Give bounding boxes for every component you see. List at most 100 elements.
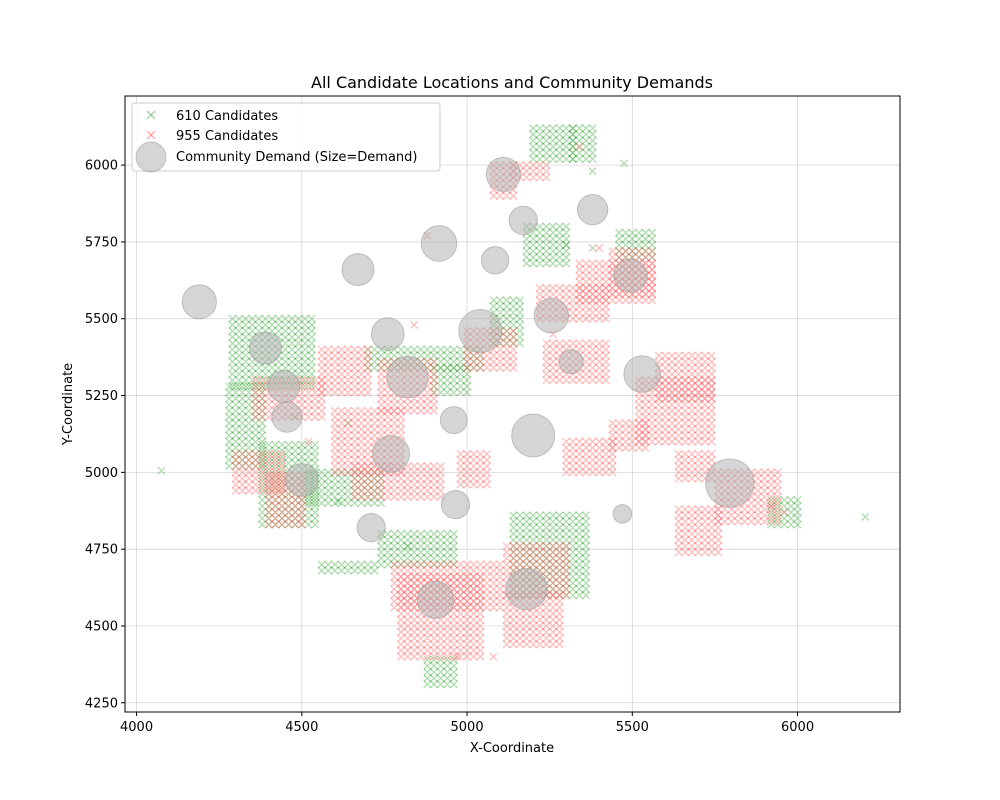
candidate-610-point bbox=[562, 136, 571, 145]
candidate-955-point bbox=[496, 357, 505, 366]
candidate-955-point bbox=[581, 302, 591, 311]
candidate-955-point bbox=[396, 572, 406, 581]
candidate-955-point bbox=[476, 468, 485, 477]
candidate-955-point bbox=[608, 283, 617, 293]
candidate-955-point bbox=[258, 468, 267, 477]
candidate-955-point bbox=[535, 609, 544, 618]
candidate-610-point bbox=[535, 136, 544, 145]
candidate-610-point bbox=[568, 517, 577, 526]
candidate-955-point bbox=[694, 523, 703, 532]
candidate-955-point bbox=[555, 283, 564, 293]
candidate-955-point bbox=[641, 437, 650, 446]
candidate-955-point bbox=[436, 474, 445, 483]
candidate-955-point bbox=[330, 357, 339, 366]
candidate-610-point bbox=[588, 124, 597, 133]
candidate-955-point bbox=[423, 560, 432, 569]
candidate-955-point bbox=[707, 382, 716, 391]
candidate-955-point bbox=[595, 265, 604, 274]
candidate-610-point bbox=[403, 560, 412, 569]
candidate-610-point bbox=[449, 363, 458, 372]
candidate-955-point bbox=[377, 357, 386, 366]
candidate-955-point bbox=[694, 412, 703, 422]
candidate-955-point bbox=[258, 382, 267, 391]
candidate-955-point bbox=[595, 339, 604, 348]
candidate-610-point bbox=[542, 259, 551, 268]
candidate-955-point bbox=[522, 560, 531, 569]
candidate-955-point bbox=[383, 406, 392, 416]
candidate-610-point bbox=[436, 363, 445, 372]
candidate-955-point bbox=[562, 283, 571, 293]
candidate-610-point bbox=[548, 560, 558, 569]
candidate-955-point bbox=[396, 603, 406, 612]
candidate-955-point bbox=[753, 498, 762, 508]
candidate-610-point bbox=[581, 554, 591, 563]
candidate-610-point bbox=[429, 535, 439, 545]
candidate-610-point bbox=[548, 529, 558, 538]
candidate-955-point bbox=[542, 542, 551, 551]
candidate-610-point bbox=[277, 440, 287, 449]
candidate-955-point bbox=[694, 535, 703, 545]
candidate-955-point bbox=[502, 640, 511, 649]
candidate-955-point bbox=[370, 406, 379, 416]
candidate-610-point bbox=[535, 535, 544, 545]
candidate-955-point bbox=[363, 437, 373, 446]
candidate-955-point bbox=[304, 388, 313, 397]
candidate-955-point bbox=[674, 505, 683, 514]
candidate-610-point bbox=[462, 388, 472, 397]
candidate-955-point bbox=[271, 486, 280, 495]
candidate-955-point bbox=[410, 566, 419, 575]
candidate-955-point bbox=[687, 351, 696, 360]
candidate-955-point bbox=[469, 357, 478, 366]
candidate-955-point bbox=[674, 523, 683, 532]
candidate-955-point bbox=[687, 517, 696, 526]
candidate-955-point bbox=[548, 628, 558, 637]
candidate-955-point bbox=[482, 455, 491, 465]
candidate-955-point bbox=[317, 406, 326, 416]
candidate-610-point bbox=[548, 585, 558, 594]
candidate-610-point bbox=[241, 326, 250, 336]
candidate-955-point bbox=[291, 520, 300, 529]
candidate-955-point bbox=[251, 480, 260, 489]
candidate-610-point bbox=[786, 520, 796, 529]
candidate-955-point bbox=[357, 480, 366, 489]
candidate-955-point bbox=[429, 388, 439, 397]
candidate-610-point bbox=[258, 483, 267, 492]
candidate-610-point bbox=[575, 578, 584, 588]
candidate-955-point bbox=[330, 462, 339, 471]
candidate-955-point bbox=[291, 502, 300, 511]
candidate-610-point bbox=[324, 480, 333, 489]
candidate-955-point bbox=[568, 308, 577, 317]
candidate-610-point bbox=[436, 667, 445, 677]
candidate-610-point bbox=[228, 320, 237, 329]
candidate-955-point bbox=[714, 529, 723, 538]
candidate-610-point bbox=[410, 560, 419, 569]
candidate-955-point bbox=[654, 351, 663, 360]
legend-marker-955 bbox=[146, 130, 156, 140]
community-demand-point bbox=[181, 284, 217, 320]
candidate-955-point bbox=[661, 412, 670, 422]
candidate-955-point bbox=[667, 388, 677, 397]
candidate-610-point bbox=[310, 508, 320, 517]
candidate-955-point bbox=[608, 431, 617, 440]
candidate-955-point bbox=[423, 480, 432, 489]
candidate-610-point bbox=[258, 489, 267, 498]
candidate-955-point bbox=[714, 511, 723, 520]
candidate-955-point bbox=[502, 609, 511, 618]
candidate-610-point bbox=[568, 142, 577, 151]
candidate-955-point bbox=[628, 296, 637, 305]
candidate-955-point bbox=[251, 388, 260, 397]
candidate-955-point bbox=[661, 437, 670, 446]
candidate-610-point bbox=[555, 511, 564, 520]
candidate-955-point bbox=[350, 382, 359, 391]
candidate-955-point bbox=[271, 480, 280, 489]
candidate-610-point bbox=[281, 357, 290, 366]
candidate-955-point bbox=[601, 468, 610, 477]
candidate-955-point bbox=[568, 455, 577, 465]
candidate-610-point bbox=[436, 357, 445, 366]
candidate-955-point bbox=[370, 431, 379, 440]
candidate-610-point bbox=[291, 446, 300, 455]
candidate-955-point bbox=[416, 640, 425, 649]
candidate-610-point bbox=[310, 502, 320, 511]
candidate-610-point bbox=[244, 394, 254, 403]
candidate-955-point bbox=[343, 443, 353, 452]
